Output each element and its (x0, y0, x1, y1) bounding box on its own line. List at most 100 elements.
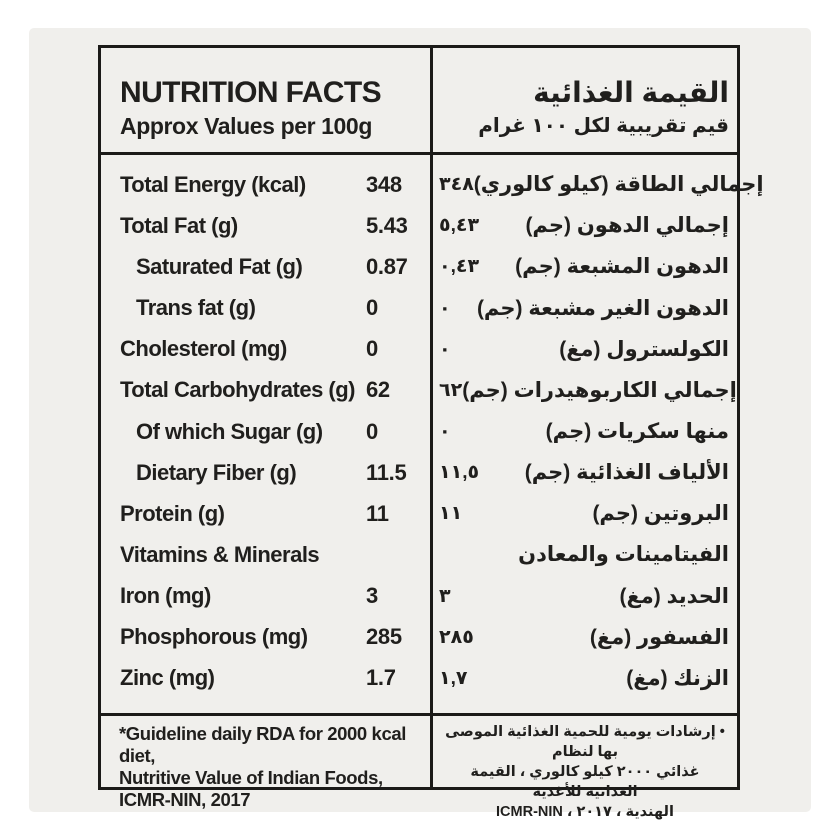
nutrient-cell-ar: الكولسترول (مغ) ٠ (433, 337, 737, 362)
nutrient-label-en: Cholesterol (mg) (120, 336, 287, 362)
nutrient-row: Dietary Fiber (g) 11.5 الألياف الغذائية … (101, 452, 737, 493)
nutrient-label-en: Total Energy (kcal) (120, 171, 306, 197)
nutrient-value-en: 0 (366, 336, 378, 362)
nutrient-label-ar: الزنك (مغ) (626, 666, 729, 690)
nutrient-cell-en: Total Fat (g) 5.43 (101, 213, 433, 239)
nutrient-value-ar: ٠ (439, 297, 451, 319)
footnote-line-en: *Guideline daily RDA for 2000 kcal diet, (119, 723, 406, 766)
nutrient-cell-ar: الدهون المشبعة (جم) ٠,٤٣ (433, 254, 737, 279)
header-title-en: NUTRITION FACTS (120, 76, 382, 109)
nutrient-value-en: 11.5 (366, 459, 407, 485)
nutrient-label-en: Vitamins & Minerals (120, 541, 320, 567)
nutrient-value-ar: ٢٨٥ (439, 626, 474, 648)
nutrient-label-en: Trans fat (g) (136, 295, 256, 321)
nutrient-label-ar: منها سكريات (جم) (545, 420, 729, 444)
nutrient-label-en: Total Fat (g) (120, 212, 238, 238)
nutrient-cell-ar: الفيتامينات والمعادن (433, 542, 737, 567)
nutrient-cell-en: Dietary Fiber (g) 11.5 (101, 460, 433, 486)
nutrient-cell-ar: إجمالي الكاربوهيدرات (جم) ٦٢ (433, 378, 745, 403)
label-card: NUTRITION FACTS Approx Values per 100g ا… (29, 28, 811, 820)
nutrient-label-ar: البروتين (جم) (592, 502, 729, 526)
nutrient-label-ar: الدهون الغير مشبعة (جم) (476, 296, 729, 320)
nutrient-label-en: Zinc (mg) (120, 665, 215, 691)
nutrient-value-ar: ٠ (439, 421, 451, 443)
nutrient-row: Vitamins & Minerals الفيتامينات والمعادن (101, 534, 737, 575)
table-header: NUTRITION FACTS Approx Values per 100g ا… (101, 48, 737, 155)
nutrient-value-ar: ١١,٥ (439, 462, 480, 484)
nutrient-cell-en: Iron (mg) 3 (101, 583, 433, 609)
nutrient-cell-ar: إجمالي الدهون (جم) ٥,٤٣ (433, 213, 737, 238)
footnote-arabic: • إرشادات يومية للحمية الغذائية الموصى ب… (433, 716, 737, 822)
footnote-line-ar: غذائي ٢٠٠٠ كيلو كالوري ، القيمة الغذائية… (470, 764, 700, 800)
nutrient-row: Phosphorous (mg) 285 الفسفور (مغ) ٢٨٥ (101, 617, 737, 658)
footnote-english: *Guideline daily RDA for 2000 kcal diet,… (101, 716, 433, 822)
nutrient-value-ar: ١١ (439, 503, 463, 525)
nutrient-cell-en: Total Energy (kcal) 348 (101, 172, 433, 198)
nutrient-rows: Total Energy (kcal) 348 إجمالي الطاقة (ك… (101, 155, 764, 713)
nutrient-value-en: 0.87 (366, 253, 408, 279)
nutrient-value-en: 0 (366, 418, 378, 444)
nutrient-row: Trans fat (g) 0 الدهون الغير مشبعة (جم) … (101, 287, 737, 328)
nutrient-value-en: 285 (366, 624, 402, 650)
nutrient-label-ar: الحديد (مغ) (619, 584, 729, 608)
nutrient-label-en: Protein (g) (120, 500, 225, 526)
nutrient-cell-ar: إجمالي الطاقة (كيلو كالوري) ٣٤٨ (433, 172, 772, 197)
nutrient-row: Iron (mg) 3 الحديد (مغ) ٣ (101, 576, 737, 617)
nutrient-value-en: 1.7 (366, 665, 396, 691)
header-english: NUTRITION FACTS Approx Values per 100g (101, 48, 433, 152)
nutrient-label-ar: الألياف الغذائية (جم) (524, 461, 729, 485)
nutrient-cell-ar: الألياف الغذائية (جم) ١١,٥ (433, 460, 737, 485)
nutrient-cell-ar: الدهون الغير مشبعة (جم) ٠ (433, 296, 737, 321)
nutrient-cell-en: Of which Sugar (g) 0 (101, 419, 433, 445)
nutrient-value-en: 348 (366, 171, 402, 197)
footnote-line-en: ICMR-NIN, 2017 (119, 789, 251, 810)
nutrient-row: Total Energy (kcal) 348 إجمالي الطاقة (ك… (101, 164, 764, 205)
nutrient-cell-ar: الفسفور (مغ) ٢٨٥ (433, 625, 737, 650)
header-subtitle-ar: قيم تقريبية لكل ١٠٠ غرام (478, 115, 729, 138)
nutrient-row: Zinc (mg) 1.7 الزنك (مغ) ١,٧ (101, 658, 737, 699)
footnote-line-ar: • إرشادات يومية للحمية الغذائية الموصى ب… (445, 724, 725, 760)
nutrient-cell-ar: الحديد (مغ) ٣ (433, 584, 737, 609)
nutrient-cell-en: Total Carbohydrates (g) 62 (101, 377, 433, 403)
footnote-line-ar: الهندية ، ٢٠١٧ ، ICMR-NIN (496, 804, 674, 820)
nutrient-label-ar: الفسفور (مغ) (589, 625, 729, 649)
nutrient-label-ar: إجمالي الكاربوهيدرات (جم) (462, 378, 737, 402)
nutrient-value-ar: ٣ (439, 585, 451, 607)
nutrient-cell-ar: البروتين (جم) ١١ (433, 501, 737, 526)
nutrient-row: Cholesterol (mg) 0 الكولسترول (مغ) ٠ (101, 329, 737, 370)
nutrient-cell-en: Phosphorous (mg) 285 (101, 624, 433, 650)
nutrient-cell-en: Vitamins & Minerals (101, 542, 433, 568)
nutrient-value-ar: ٥,٤٣ (439, 215, 480, 237)
nutrient-value-ar: ٣٤٨ (439, 174, 474, 196)
header-arabic: القيمة الغذائية قيم تقريبية لكل ١٠٠ غرام (433, 48, 737, 152)
nutrient-label-en: Iron (mg) (120, 583, 211, 609)
header-title-ar: القيمة الغذائية (533, 76, 729, 108)
nutrient-value-en: 0 (366, 295, 378, 321)
nutrient-row: Of which Sugar (g) 0 منها سكريات (جم) ٠ (101, 411, 737, 452)
nutrient-cell-en: Saturated Fat (g) 0.87 (101, 254, 433, 280)
nutrient-cell-en: Trans fat (g) 0 (101, 295, 433, 321)
nutrient-label-en: Dietary Fiber (g) (136, 459, 297, 485)
footnote-line-en: Nutritive Value of Indian Foods, (119, 767, 383, 788)
table-footnote: *Guideline daily RDA for 2000 kcal diet,… (101, 713, 737, 820)
nutrient-label-en: Total Carbohydrates (g) (120, 377, 356, 403)
nutrient-value-ar: ١,٧ (439, 667, 468, 689)
nutrient-cell-en: Cholesterol (mg) 0 (101, 336, 433, 362)
nutrient-cell-ar: الزنك (مغ) ١,٧ (433, 666, 737, 691)
nutrient-value-en: 5.43 (366, 212, 408, 238)
nutrient-row: Saturated Fat (g) 0.87 الدهون المشبعة (ج… (101, 246, 737, 287)
nutrient-label-ar: الفيتامينات والمعادن (518, 543, 729, 567)
nutrient-value-ar: ٠ (439, 338, 451, 360)
nutrient-row: Total Fat (g) 5.43 إجمالي الدهون (جم) ٥,… (101, 205, 737, 246)
nutrient-value-en: 62 (366, 377, 390, 403)
nutrient-label-ar: الدهون المشبعة (جم) (515, 255, 729, 279)
header-subtitle-en: Approx Values per 100g (120, 113, 372, 139)
nutrient-cell-en: Protein (g) 11 (101, 501, 433, 527)
column-divider (430, 48, 433, 787)
nutrient-row: Protein (g) 11 البروتين (جم) ١١ (101, 493, 737, 534)
nutrient-row: Total Carbohydrates (g) 62 إجمالي الكارب… (101, 370, 737, 411)
nutrient-label-ar: الكولسترول (مغ) (559, 337, 729, 361)
nutrient-label-ar: إجمالي الدهون (جم) (525, 214, 729, 238)
nutrient-cell-en: Zinc (mg) 1.7 (101, 665, 433, 691)
